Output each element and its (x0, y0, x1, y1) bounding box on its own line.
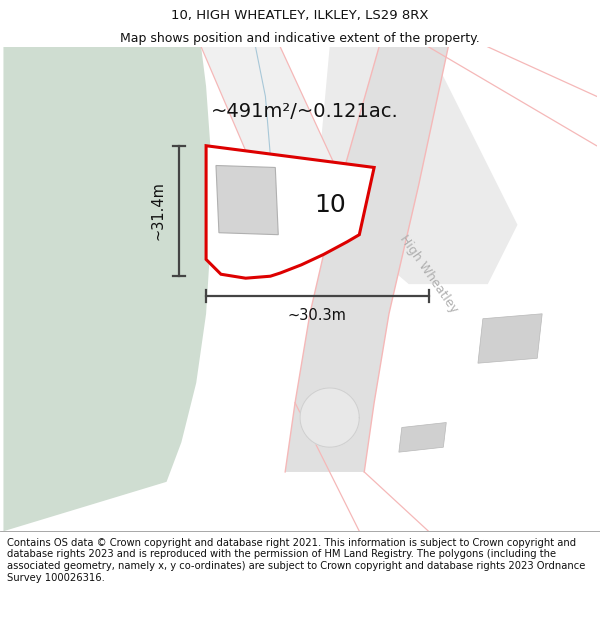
Text: 10, HIGH WHEATLEY, ILKLEY, LS29 8RX: 10, HIGH WHEATLEY, ILKLEY, LS29 8RX (171, 9, 429, 22)
Text: 10: 10 (314, 193, 346, 217)
Polygon shape (285, 47, 448, 472)
Polygon shape (216, 166, 278, 235)
Text: High Wheatley: High Wheatley (397, 233, 460, 316)
Polygon shape (300, 388, 359, 448)
Text: Map shows position and indicative extent of the property.: Map shows position and indicative extent… (120, 32, 480, 45)
Polygon shape (399, 422, 446, 452)
Polygon shape (201, 47, 340, 220)
PathPatch shape (206, 146, 374, 278)
Polygon shape (4, 47, 211, 531)
Text: ~491m²/~0.121ac.: ~491m²/~0.121ac. (211, 102, 399, 121)
Text: ~30.3m: ~30.3m (288, 308, 347, 323)
Text: ~31.4m: ~31.4m (150, 181, 165, 241)
Polygon shape (320, 47, 517, 284)
Polygon shape (478, 314, 542, 363)
Text: Contains OS data © Crown copyright and database right 2021. This information is : Contains OS data © Crown copyright and d… (7, 538, 586, 582)
